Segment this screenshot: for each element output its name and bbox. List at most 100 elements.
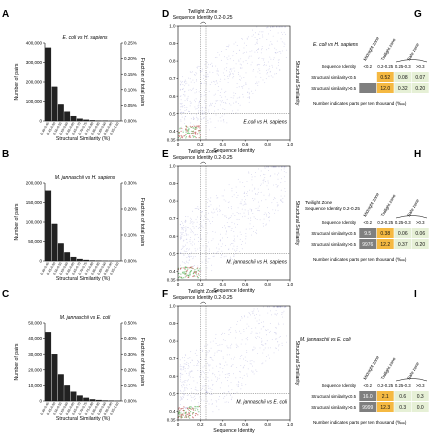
data-point [247,368,249,370]
data-point [243,366,245,368]
data-point [246,323,248,325]
data-point [235,186,237,188]
data-point [193,117,194,119]
data-point [186,82,188,84]
dense-point [185,275,187,277]
data-point [244,204,246,206]
data-point [189,371,191,373]
data-point [269,323,271,325]
data-point [212,72,214,74]
data-point [180,399,182,400]
x-tick-label: 0.90-0.95 [103,121,114,135]
data-point [272,199,274,201]
data-point [228,401,230,403]
dense-point [184,267,186,269]
y-tick-label: 0.8 [169,59,176,64]
data-point [248,55,250,57]
dense-point [185,415,187,417]
data-point [213,354,215,356]
dense-point [198,411,200,413]
data-point [186,361,188,363]
data-point [219,344,221,346]
data-point [203,400,205,402]
data-point [199,375,201,377]
data-point [212,231,214,232]
data-point [282,33,283,35]
data-point [285,33,286,35]
data-point [204,102,206,104]
data-point [233,102,235,104]
histogram-panel-b: BM. jannaschii vs H. sapiens050,000100,0… [2,149,145,282]
column-header: 0.2-0.25 [377,383,393,388]
data-point [244,364,246,366]
data-point [216,207,218,209]
data-point [251,190,253,192]
data-point [208,205,210,207]
data-point [235,41,237,43]
data-point [211,220,213,222]
data-point [259,332,261,334]
data-point [192,232,194,234]
x-tick-label: 1.0 [287,142,294,147]
dense-point [186,132,188,134]
data-point [233,240,234,242]
data-point [207,352,209,354]
dense-point [181,127,183,130]
data-point [185,80,187,82]
data-point [227,59,229,60]
data-point [227,391,229,392]
data-point [206,245,208,247]
data-point [215,100,217,102]
data-point [245,343,247,345]
data-point [276,313,278,315]
data-point [181,126,183,128]
data-point [249,223,251,225]
data-point [236,320,238,322]
data-point [233,245,235,247]
data-point [224,396,226,398]
data-point [179,237,181,239]
dense-point [191,266,193,268]
data-point [277,166,279,168]
data-point [269,331,270,333]
data-point [269,175,271,177]
data-point [256,320,258,322]
dense-point [197,406,199,408]
data-point [197,65,199,67]
data-point [184,356,185,358]
data-point [192,210,193,212]
dense-point [180,273,182,275]
data-point [263,225,265,227]
data-point [266,72,268,73]
data-point [248,172,250,174]
data-point [204,215,206,217]
safe-zone-brace [395,59,428,63]
data-point [245,45,247,46]
dense-point [186,129,188,132]
data-point [181,386,183,388]
dense-point [180,412,182,414]
data-point [181,384,183,386]
safe-zone-brace [395,215,428,219]
data-point [181,381,183,383]
dense-point [188,131,190,133]
data-point [257,33,259,35]
data-point [182,245,184,247]
histogram-bar [64,385,71,402]
data-point [230,327,232,329]
data-point [216,247,218,249]
dense-point [191,125,194,128]
data-point [249,363,251,365]
dense-point [193,132,195,134]
data-point [201,106,203,108]
data-point [255,83,256,85]
data-point [250,332,252,334]
dense-point [188,412,190,414]
x-axis-title: Sequence Identity [213,148,255,154]
data-point [197,394,199,396]
data-point [269,65,271,67]
dense-point [188,132,190,134]
y-tick-label: 150,000 [26,200,43,205]
data-point [189,220,191,222]
data-point [276,202,278,204]
